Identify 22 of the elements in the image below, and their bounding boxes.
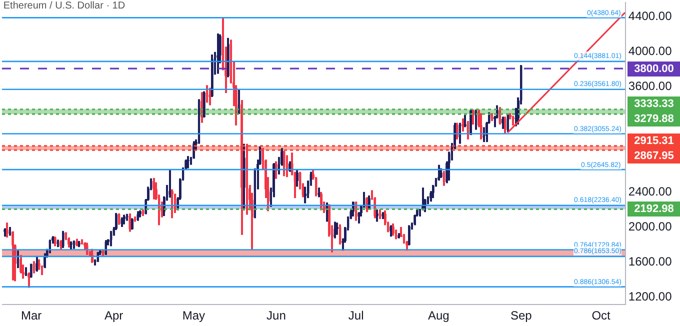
y-tick-label: 3600.00 [628,79,672,94]
ref-line-label: 3800.00 [634,63,674,75]
y-tick-label: 2400.00 [628,184,672,198]
ref-line-label: 2915.31 [634,135,674,147]
x-tick-label: Mar [20,308,42,322]
x-tick-label: Aug [428,308,450,322]
x-tick-label: Jun [266,308,286,322]
y-tick-label: 1600.00 [628,254,672,268]
x-tick-label: Oct [592,308,612,322]
ref-line-label: 3333.33 [634,98,674,110]
chart-title: Ethereum / U.S. Dollar · 1D [3,0,126,12]
x-tick-label: Jul [348,308,364,322]
x-tick-label: Apr [104,308,124,322]
y-tick-label: 4000.00 [628,44,672,58]
ref-line-label: 2192.98 [634,203,674,215]
ref-line-label: 3279.88 [634,113,674,125]
y-tick-label: 4400.00 [628,9,672,24]
y-tick-label: 2000.00 [628,219,672,234]
x-tick-label: Sep [510,308,532,322]
y-tick-label: 1200.00 [628,289,672,304]
x-tick-label: May [182,308,206,322]
ref-line-label: 2867.95 [634,150,674,162]
